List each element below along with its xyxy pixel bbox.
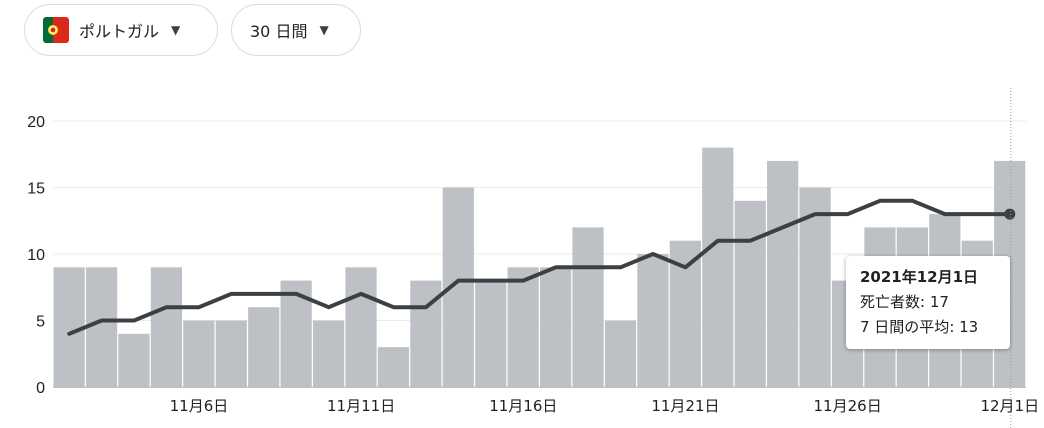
tooltip-average: 7 日間の平均: 13 bbox=[860, 318, 979, 336]
bar bbox=[53, 267, 85, 387]
country-label: ポルトガル bbox=[79, 22, 160, 41]
country-selector[interactable]: ポルトガル ▼ bbox=[24, 4, 218, 56]
bar bbox=[734, 200, 766, 387]
bar bbox=[183, 320, 215, 387]
chart-tooltip: 2021年12月1日 死亡者数: 17 7 日間の平均: 13 bbox=[846, 256, 1010, 349]
y-tick-label: 0 bbox=[36, 380, 45, 397]
range-selector[interactable]: 30 日間 ▼ bbox=[231, 4, 361, 56]
tooltip-deaths: 死亡者数: 17 bbox=[860, 293, 949, 311]
bar bbox=[312, 320, 345, 387]
portugal-flag-icon bbox=[43, 17, 69, 43]
bar bbox=[767, 160, 799, 387]
tooltip-date: 2021年12月1日 bbox=[860, 268, 979, 286]
tooltip-average-value: 13 bbox=[959, 318, 979, 336]
range-label: 30 日間 bbox=[250, 22, 308, 41]
average-point bbox=[1004, 208, 1016, 220]
y-tick-label: 15 bbox=[27, 181, 45, 198]
x-tick-label: 12月1日 bbox=[980, 397, 1039, 415]
bar bbox=[604, 320, 637, 387]
tooltip-deaths-value: 17 bbox=[929, 293, 949, 311]
x-tick-label: 11月21日 bbox=[651, 397, 719, 415]
x-tick-label: 11月16日 bbox=[489, 397, 557, 415]
y-tick-label: 10 bbox=[27, 247, 45, 264]
caret-down-icon: ▼ bbox=[171, 23, 181, 37]
x-tick-label: 11月26日 bbox=[814, 397, 882, 415]
tooltip-average-label: 7 日間の平均 bbox=[860, 318, 950, 336]
bar bbox=[540, 267, 572, 387]
average-line bbox=[67, 198, 1012, 336]
bar bbox=[85, 267, 118, 387]
bar bbox=[118, 333, 150, 387]
bar bbox=[572, 227, 604, 387]
tooltip-deaths-label: 死亡者数 bbox=[860, 293, 921, 311]
x-tick-label: 11月6日 bbox=[170, 397, 229, 415]
x-tick-label: 11月11日 bbox=[327, 397, 395, 415]
bar bbox=[799, 187, 831, 387]
bar bbox=[702, 147, 734, 387]
caret-down-icon: ▼ bbox=[319, 23, 329, 37]
y-tick-label: 5 bbox=[36, 314, 45, 331]
bar bbox=[507, 267, 539, 387]
bar bbox=[150, 267, 183, 387]
bar bbox=[345, 267, 377, 387]
bar bbox=[475, 280, 507, 387]
bar bbox=[377, 347, 410, 387]
y-tick-label: 20 bbox=[27, 114, 45, 131]
bar bbox=[215, 320, 247, 387]
bar bbox=[637, 254, 669, 387]
bar bbox=[248, 307, 280, 387]
